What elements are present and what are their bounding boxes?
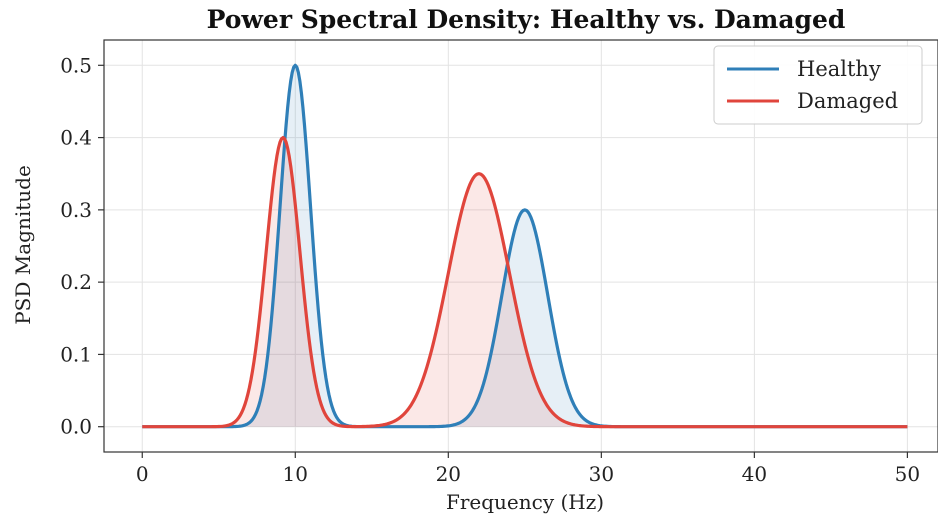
y-tick-label: 0.3 (60, 198, 92, 222)
y-tick-label: 0.2 (60, 270, 92, 294)
x-tick-label: 30 (589, 462, 614, 486)
legend-label-healthy: Healthy (797, 57, 881, 81)
series-fills (142, 65, 908, 427)
series-line-damaged (142, 135, 908, 429)
legend-label-damaged: Damaged (797, 89, 898, 113)
series-fill-damaged (142, 137, 908, 427)
y-axis-ticks: 0.0 0.1 0.2 0.3 0.4 0.5 (60, 53, 104, 439)
x-tick-label: 10 (283, 462, 308, 486)
series-fill-healthy (142, 65, 908, 427)
y-axis-label: PSD Magnitude (11, 165, 35, 325)
x-tick-label: 40 (742, 462, 767, 486)
legend-box (713, 45, 923, 125)
x-tick-label: 20 (436, 462, 461, 486)
x-axis-ticks: 0 10 20 30 40 50 (136, 452, 920, 486)
x-tick-label: 50 (895, 462, 920, 486)
y-tick-label: 0.0 (60, 415, 92, 439)
y-tick-label: 0.5 (60, 53, 92, 77)
y-tick-label: 0.4 (60, 126, 92, 150)
plot-frame (103, 39, 938, 453)
chart-title: Power Spectral Density: Healthy vs. Dama… (207, 5, 846, 34)
chart-legend: Healthy Damaged (713, 45, 923, 125)
x-axis-label: Frequency (Hz) (446, 490, 604, 514)
y-tick-label: 0.1 (60, 342, 92, 366)
x-tick-label: 0 (136, 462, 149, 486)
series-lines (142, 63, 908, 429)
